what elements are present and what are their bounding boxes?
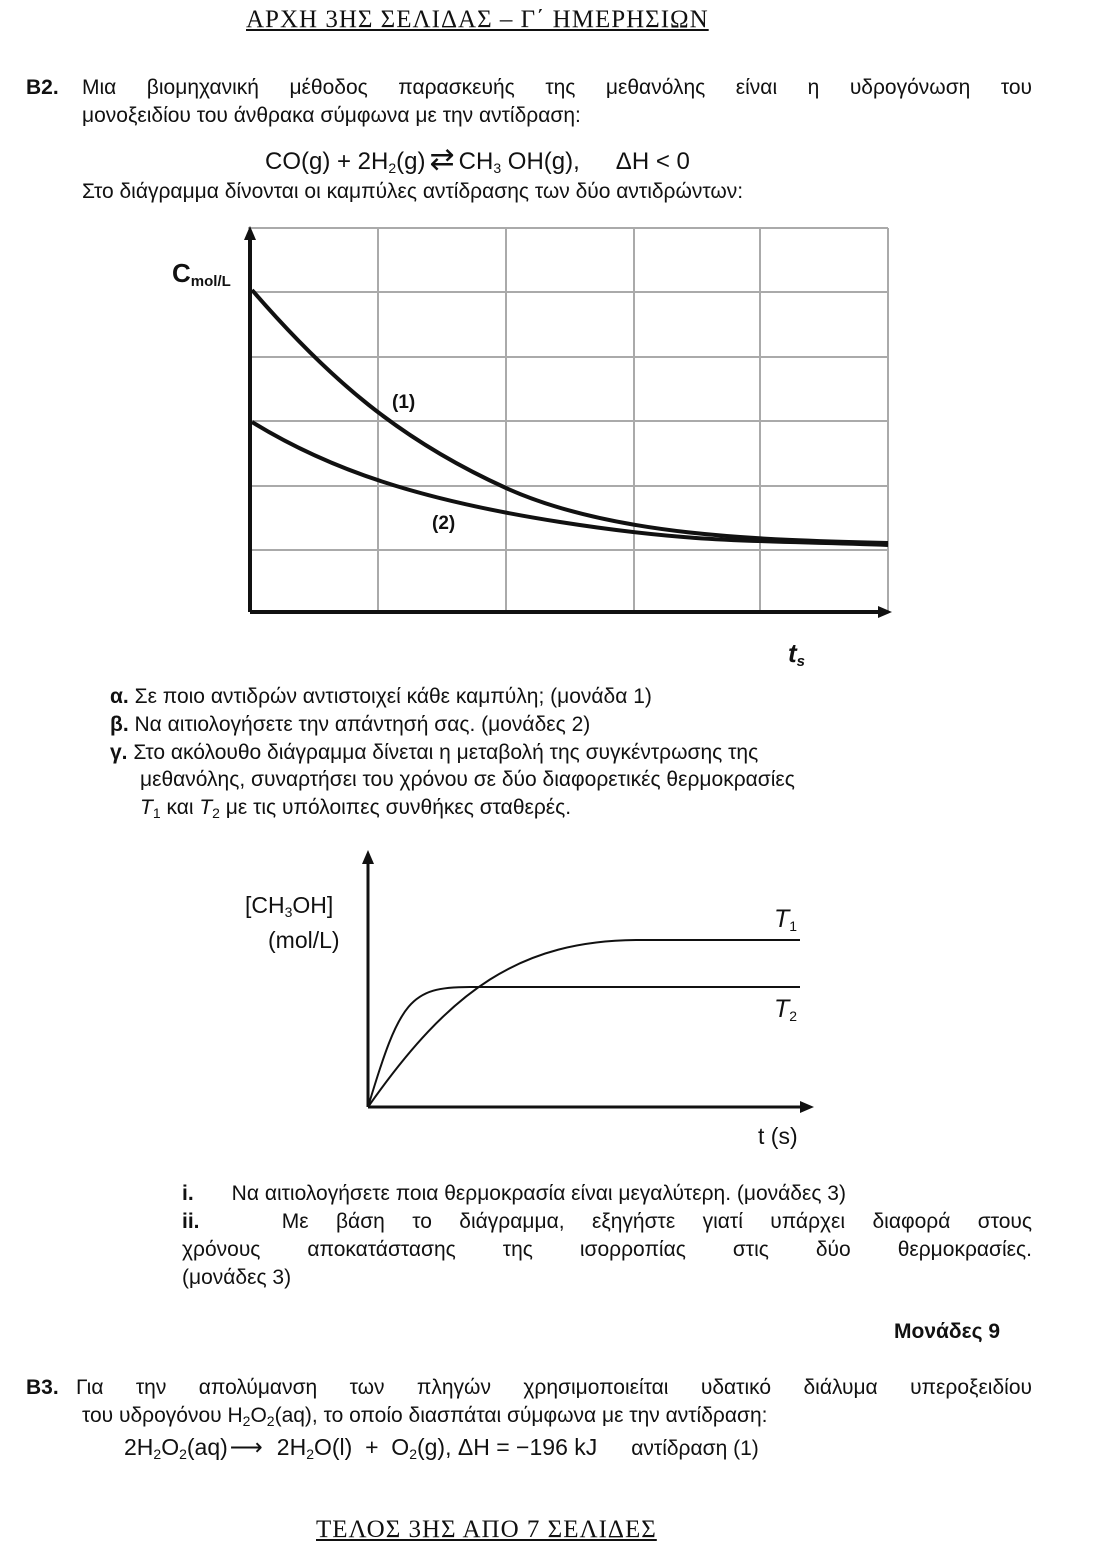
marks-b2: Μονάδες 9 [894, 1320, 1001, 1343]
curve-1 [250, 288, 889, 545]
diagram2-ylabel: [CH3OH] [245, 892, 334, 920]
b2-text-line2: μονοξειδίου του άνθρακα σύμφωνα με την α… [82, 104, 581, 127]
question-ii: ii. Με βάση το διάγραμμα, εξηγήστε γιατί… [182, 1210, 1032, 1233]
question-i: i. Να αιτιολογήσετε ποια θερμοκρασία είνα… [182, 1182, 846, 1205]
question-a: α. Σε ποιο αντιδρών αντιστοιχεί κάθε καμ… [110, 685, 652, 708]
b2-intro: Στο διάγραμμα δίνονται οι καμπύλες αντίδ… [82, 180, 744, 203]
b3-text-line2: του υδρογόνου H2O2(aq), το οποίο διασπάτ… [82, 1404, 768, 1429]
diagram2-axes [362, 850, 814, 1113]
diagram1-ylabel: Cmol/L [172, 258, 231, 290]
question-ii-line2: χρόνους αποκατάστασης της ισορροπίας στι… [182, 1238, 1032, 1261]
curve-2-label: (2) [432, 513, 456, 534]
diagram2-xlabel: t (s) [758, 1123, 798, 1149]
question-label-b2: Β2. [26, 76, 59, 99]
question-b: β. Να αιτιολογήσετε την απάντησή σας. (μ… [110, 713, 591, 736]
label-t2: T2 [774, 995, 798, 1024]
curve-t1 [367, 939, 800, 1108]
label-t1: T1 [774, 905, 798, 934]
curve-2 [250, 420, 889, 547]
b2-equation: CO(g) + 2H2(g) ⇄ CH3 OH(g), ΔH < 0 [265, 143, 690, 176]
curve-1-label: (1) [392, 392, 416, 413]
diagram1-xlabel: ts [788, 638, 806, 670]
question-c-line3: T1 και T2 με τις υπόλοιπες συνθήκες σταθ… [140, 796, 572, 821]
question-c: γ. Στο ακόλουθο διάγραμμα δίνεται η μετα… [110, 741, 759, 764]
diagram1-grid [248, 227, 889, 612]
b3-equation: 2H2O2(aq)⟶ 2H2O(l) + O2(g), ΔH = −196 kJ α… [124, 1434, 759, 1462]
b3-text-line1: Για την απολύμανση των πληγών χρησιμοποι… [76, 1376, 1032, 1399]
page-footer: ΤΕΛΟΣ 3ΗΣ ΑΠΟ 7 ΣΕΛΙΔΕΣ [316, 1516, 657, 1543]
diagram2-ylabel-unit: (mol/L) [268, 927, 340, 953]
question-c-line2: μεθανόλης, συναρτήσει του χρόνου σε δύο … [140, 768, 795, 791]
curve-t2 [367, 986, 800, 1108]
diagram1-axes [244, 226, 892, 618]
question-label-b3: Β3. [26, 1376, 59, 1399]
b2-text-line1: Μια βιομηχανική μέθοδος παρασκευής της μ… [82, 76, 1032, 99]
page-header: ΑΡΧΗ 3ΗΣ ΣΕΛΙΔΑΣ – Γ΄ ΗΜΕΡΗΣΙΩΝ [246, 6, 709, 33]
question-ii-line3: (μονάδες 3) [182, 1266, 292, 1289]
